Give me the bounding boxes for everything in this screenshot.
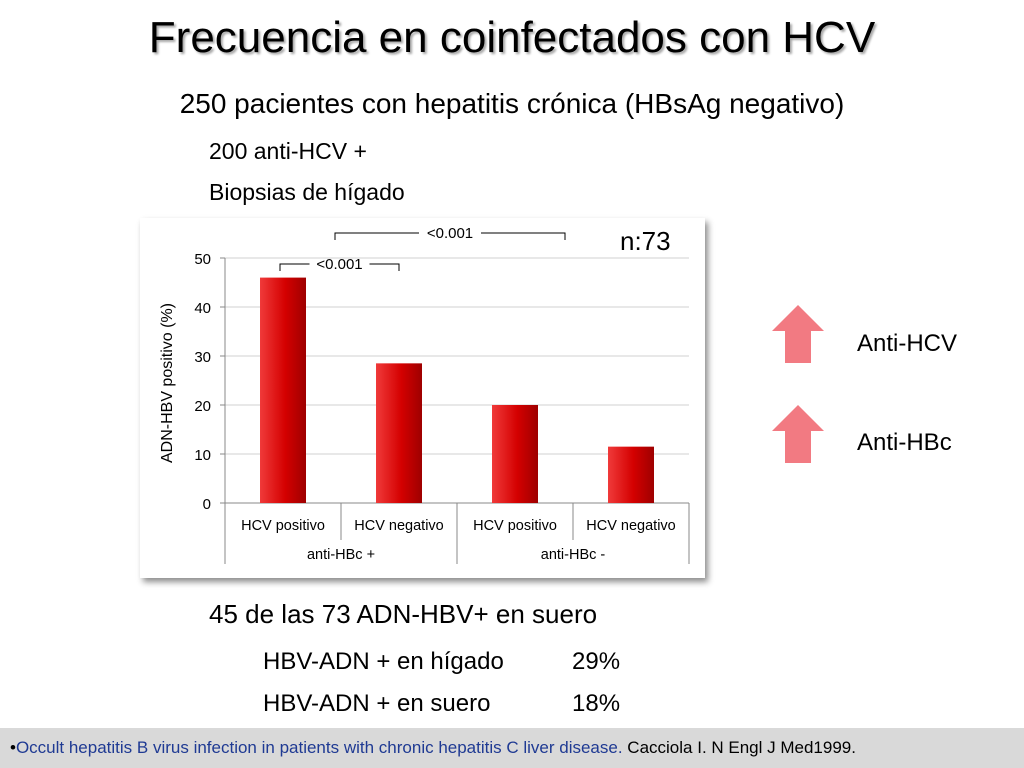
footer-bullet: • — [10, 738, 16, 757]
category-label: HCV positivo — [473, 518, 557, 534]
group-label: anti-HBc + — [307, 547, 375, 563]
y-tick-label: 10 — [194, 447, 211, 464]
footer-citation: •Occult hepatitis B virus infection in p… — [0, 728, 1024, 768]
liver-dna-label: HBV-ADN + en hígado — [263, 648, 504, 675]
liver-dna-value: 29% — [572, 648, 621, 675]
serum-dna-label: HBV-ADN + en suero — [263, 690, 491, 717]
p-value-label: <0.001 — [316, 256, 362, 273]
slide-subtitle: 250 pacientes con hepatitis crónica (HBs… — [179, 88, 845, 119]
bar — [608, 446, 654, 503]
significance-bracket — [334, 232, 566, 240]
legend-anti-hbc: Anti-HBc — [857, 429, 952, 456]
up-arrow-icon — [772, 405, 824, 463]
category-label: HCV negativo — [586, 518, 675, 534]
anti-hcv-count: 200 anti-HCV + — [209, 138, 367, 164]
y-tick-label: 20 — [194, 398, 211, 415]
y-tick-label: 40 — [194, 300, 211, 317]
p-value-label: <0.001 — [427, 225, 473, 242]
up-arrow-icon — [772, 305, 824, 363]
biopsy-label: Biopsias de hígado — [209, 179, 405, 205]
slide-title: Frecuencia en coinfectados con HCV — [148, 13, 876, 62]
category-label: HCV positivo — [241, 518, 325, 534]
summary-text: 45 de las 73 ADN-HBV+ en suero — [209, 599, 598, 629]
footer-reference: Cacciola I. N Engl J Med1999. — [622, 738, 856, 757]
sample-size-label: n:73 — [620, 226, 671, 256]
legend-anti-hcv: Anti-HCV — [857, 330, 958, 357]
footer-article-title: Occult hepatitis B virus infection in pa… — [15, 738, 623, 757]
y-tick-label: 30 — [194, 349, 211, 366]
category-label: HCV negativo — [354, 518, 443, 534]
y-tick-label: 50 — [194, 251, 211, 268]
chart-panel: 0 10 20 30 40 50 HCV positivo HCV negativo HCV … — [140, 218, 705, 578]
bar-chart: 0 10 20 30 40 50 HCV positivo HCV negativo HCV … — [159, 225, 690, 564]
group-label: anti-HBc - — [541, 547, 606, 563]
serum-dna-value: 18% — [572, 690, 621, 717]
bar — [260, 277, 306, 503]
y-axis-label: ADN-HBV positivo (%) — [159, 303, 176, 463]
y-tick-label: 0 — [203, 496, 211, 513]
bar — [492, 405, 538, 503]
significance-bracket — [279, 263, 400, 271]
bar — [376, 363, 422, 503]
